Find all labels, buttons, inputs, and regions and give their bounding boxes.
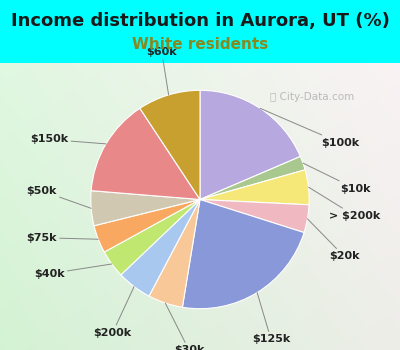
Wedge shape	[200, 90, 300, 199]
Text: $200k: $200k	[94, 287, 134, 338]
Text: $100k: $100k	[260, 108, 359, 148]
Text: $75k: $75k	[26, 233, 98, 243]
Wedge shape	[104, 199, 200, 275]
Text: $150k: $150k	[30, 134, 106, 145]
Text: $60k: $60k	[146, 47, 177, 95]
Text: $40k: $40k	[34, 264, 112, 279]
Text: ⓘ City-Data.com: ⓘ City-Data.com	[270, 92, 354, 103]
Text: $20k: $20k	[308, 219, 359, 261]
Text: White residents: White residents	[132, 37, 268, 52]
Wedge shape	[200, 199, 309, 232]
Wedge shape	[200, 156, 305, 200]
Wedge shape	[91, 108, 200, 200]
Wedge shape	[94, 199, 200, 252]
Text: $10k: $10k	[303, 163, 370, 194]
Text: $125k: $125k	[252, 293, 290, 344]
Text: $50k: $50k	[26, 186, 91, 208]
Wedge shape	[200, 170, 309, 205]
Wedge shape	[91, 191, 200, 226]
Wedge shape	[121, 199, 200, 296]
Wedge shape	[149, 199, 200, 307]
Text: > $200k: > $200k	[308, 187, 381, 221]
Wedge shape	[182, 199, 304, 309]
Wedge shape	[140, 90, 200, 199]
Text: Income distribution in Aurora, UT (%): Income distribution in Aurora, UT (%)	[10, 12, 390, 30]
Text: $30k: $30k	[165, 303, 204, 350]
